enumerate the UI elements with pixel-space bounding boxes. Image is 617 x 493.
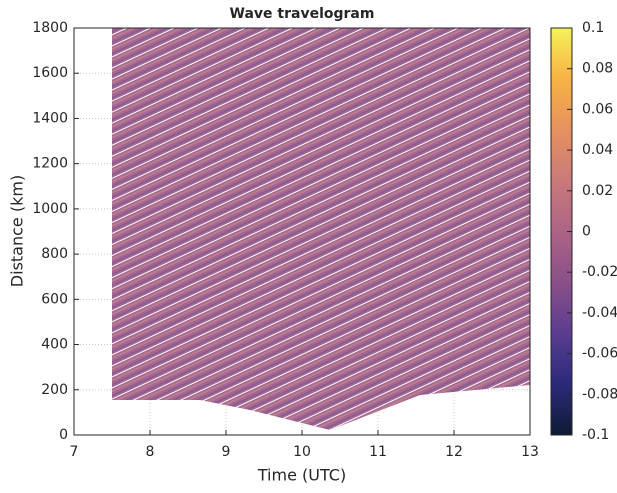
wave-curves (112, 28, 530, 430)
x-axis-label: Time (UTC) (257, 466, 346, 485)
y-tick-label: 800 (41, 246, 68, 262)
x-tick-label: 9 (222, 444, 231, 460)
x-tick-label: 11 (369, 444, 387, 460)
x-tick-label: 8 (146, 444, 155, 460)
colorbar-tick-label: -0.06 (582, 346, 617, 362)
y-tick-label: 1200 (32, 156, 68, 172)
colorbar-tick-label: 0.02 (582, 183, 613, 199)
y-axis-label: Distance (km) (8, 175, 27, 287)
colorbar-tick-label: 0.1 (582, 20, 604, 36)
y-tick-label: 1800 (32, 20, 68, 36)
colorbar-tick-label: 0 (582, 224, 591, 240)
y-tick-label: 400 (41, 337, 68, 353)
y-tick-label: 200 (41, 382, 68, 398)
y-tick-label: 0 (59, 427, 68, 443)
colorbar-tick-label: -0.08 (582, 386, 617, 402)
x-tick-label: 7 (70, 444, 79, 460)
colorbar-tick-label: 0.06 (582, 101, 613, 117)
x-tick-label: 10 (293, 444, 311, 460)
colorbar-tick-label: -0.04 (582, 305, 617, 321)
colorbar-tick-label: -0.02 (582, 264, 617, 280)
colorbar-tick-label: 0.04 (582, 142, 613, 158)
colorbar-tick-label: -0.1 (582, 427, 609, 443)
y-tick-label: 1000 (32, 201, 68, 217)
chart-title: Wave travelogram (230, 6, 375, 22)
y-tick-label: 1600 (32, 65, 68, 81)
x-tick-label: 13 (521, 444, 539, 460)
y-tick-label: 600 (41, 291, 68, 307)
colorbar-tick-label: 0.08 (582, 61, 613, 77)
x-tick-label: 12 (445, 444, 463, 460)
y-tick-label: 1400 (32, 110, 68, 126)
